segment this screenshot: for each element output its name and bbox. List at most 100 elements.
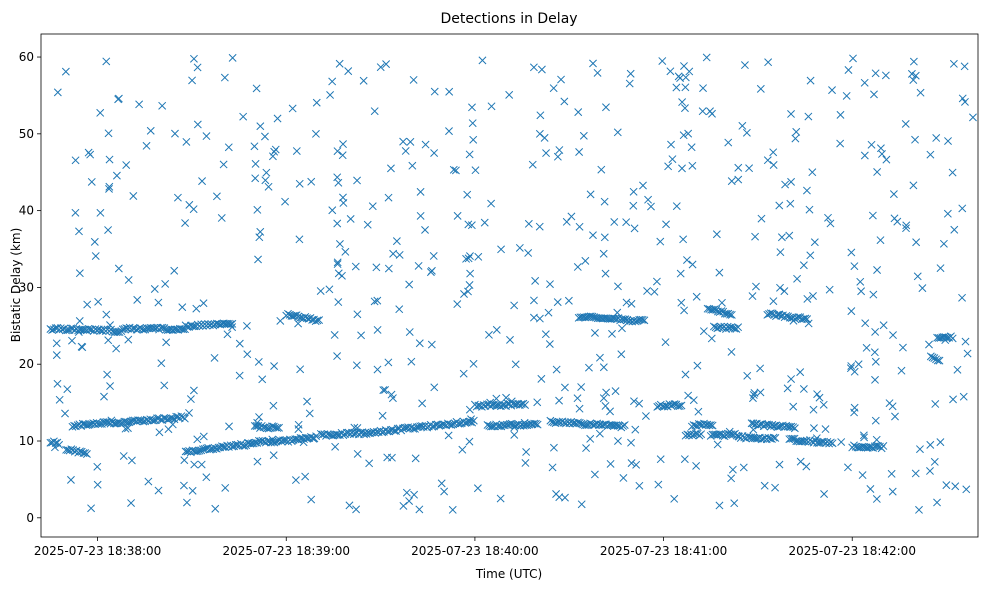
scatter-point	[188, 486, 197, 495]
scatter-point	[916, 445, 924, 454]
scatter-point	[786, 199, 795, 208]
scatter-point	[681, 370, 690, 379]
scatter-point	[942, 481, 951, 490]
scatter-point	[264, 424, 273, 433]
scatter-point	[458, 445, 467, 454]
scatter-point	[537, 65, 546, 74]
scatter-point	[613, 128, 622, 137]
scatter-point	[614, 437, 622, 445]
scatter-point	[931, 400, 940, 408]
scatter-point	[305, 409, 314, 418]
scatter-point	[120, 325, 129, 333]
scatter-point	[119, 452, 128, 460]
scatter-point	[459, 369, 468, 378]
scatter-point	[579, 131, 588, 140]
scatter-point	[507, 397, 516, 406]
scatter-point	[560, 383, 569, 392]
scatter-point	[262, 424, 271, 433]
scatter-point	[299, 438, 308, 447]
scatter-point	[555, 396, 564, 405]
scatter-point	[789, 316, 798, 325]
scatter-point	[365, 459, 374, 468]
scatter-point	[590, 470, 599, 479]
scatter-point	[815, 393, 824, 402]
scatter-point	[664, 162, 673, 171]
scatter-point	[889, 190, 898, 199]
scatter-point	[675, 402, 684, 411]
x-tick-label: 2025-07-23 18:41:00	[600, 544, 727, 558]
scatter-point	[341, 247, 350, 256]
scatter-point	[333, 352, 342, 361]
scatter-point	[291, 476, 300, 485]
scatter-point	[486, 422, 495, 431]
scatter-point	[961, 337, 970, 346]
scatter-point	[537, 374, 546, 383]
scatter-point	[346, 214, 355, 223]
scatter-point	[170, 266, 179, 275]
scatter-point	[328, 206, 337, 215]
scatter-point	[146, 126, 155, 135]
scatter-point	[626, 69, 635, 78]
scatter-point	[621, 315, 630, 324]
scatter-point	[102, 57, 111, 66]
scatter-point	[415, 505, 424, 514]
scatter-point	[842, 91, 851, 100]
scatter-point	[249, 439, 258, 448]
scatter-point	[190, 460, 199, 469]
scatter-point	[384, 358, 393, 367]
scatter-point	[271, 145, 280, 154]
scatter-point	[202, 473, 211, 482]
scatter-point	[189, 54, 198, 63]
scatter-point	[958, 94, 967, 103]
scatter-point	[395, 250, 404, 259]
scatter-point	[935, 356, 944, 365]
scatter-point	[681, 83, 690, 92]
scatter-point	[465, 150, 474, 159]
scatter-point	[228, 53, 237, 62]
scatter-point	[339, 140, 347, 149]
scatter-point	[315, 316, 324, 325]
scatter-point	[541, 330, 550, 339]
scatter-point	[402, 488, 411, 497]
scatter-point	[687, 143, 696, 152]
scatter-point	[469, 359, 478, 368]
scatter-point	[253, 205, 262, 214]
scatter-point	[902, 224, 910, 233]
scatter-point	[632, 460, 641, 469]
scatter-point	[553, 298, 562, 307]
scatter-point	[658, 57, 667, 66]
scatter-point	[678, 164, 686, 173]
scatter-point	[52, 339, 61, 348]
scatter-point	[643, 286, 652, 295]
x-axis-label: Time (UTC)	[475, 567, 542, 581]
scatter-point	[925, 340, 933, 349]
scatter-point	[763, 156, 772, 165]
scatter-point	[757, 214, 766, 223]
scatter-point	[930, 457, 939, 466]
scatter-point	[392, 237, 401, 246]
scatter-point	[178, 303, 187, 312]
scatter-point	[749, 391, 758, 399]
scatter-point	[787, 375, 796, 383]
scatter-point	[889, 331, 897, 340]
scatter-point	[154, 298, 163, 307]
scatter-point	[469, 135, 478, 144]
scatter-point	[871, 69, 880, 78]
scatter-point	[661, 338, 670, 347]
scatter-point	[144, 477, 153, 486]
scatter-point	[168, 420, 177, 429]
scatter-point	[601, 401, 610, 410]
scatter-point	[382, 60, 391, 69]
scatter-point	[915, 505, 923, 514]
scatter-point	[802, 462, 811, 471]
scatter-point	[463, 190, 472, 199]
scatter-point	[871, 375, 879, 384]
scatter-point	[104, 336, 113, 345]
scatter-point	[185, 200, 194, 209]
scatter-point	[524, 249, 533, 257]
scatter-point	[217, 214, 226, 222]
scatter-point	[821, 425, 830, 434]
scatter-point	[328, 77, 337, 86]
chart-title: Detections in Delay	[440, 11, 577, 27]
scatter-point	[708, 109, 716, 118]
